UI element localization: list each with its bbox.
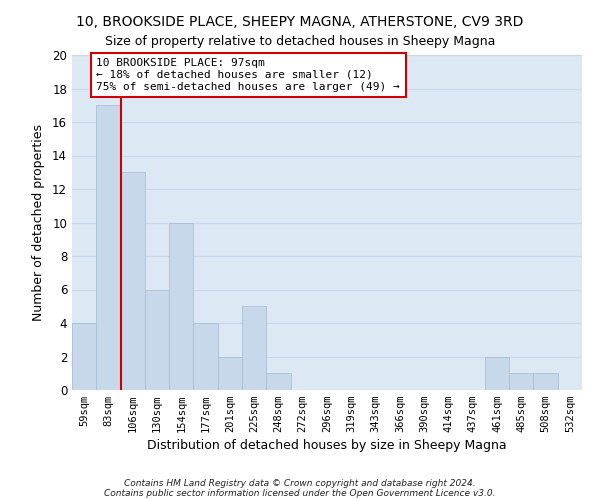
Y-axis label: Number of detached properties: Number of detached properties	[32, 124, 45, 321]
Text: Contains HM Land Registry data © Crown copyright and database right 2024.: Contains HM Land Registry data © Crown c…	[124, 478, 476, 488]
Bar	[96, 106, 121, 390]
Bar	[242, 306, 266, 390]
Bar	[533, 373, 558, 390]
Text: Size of property relative to detached houses in Sheepy Magna: Size of property relative to detached ho…	[105, 35, 495, 48]
X-axis label: Distribution of detached houses by size in Sheepy Magna: Distribution of detached houses by size …	[147, 440, 507, 452]
Bar	[266, 373, 290, 390]
Bar	[485, 356, 509, 390]
Bar	[509, 373, 533, 390]
Text: 10 BROOKSIDE PLACE: 97sqm
← 18% of detached houses are smaller (12)
75% of semi-: 10 BROOKSIDE PLACE: 97sqm ← 18% of detac…	[96, 58, 400, 92]
Bar	[72, 323, 96, 390]
Bar	[121, 172, 145, 390]
Bar	[145, 290, 169, 390]
Bar	[193, 323, 218, 390]
Text: 10, BROOKSIDE PLACE, SHEEPY MAGNA, ATHERSTONE, CV9 3RD: 10, BROOKSIDE PLACE, SHEEPY MAGNA, ATHER…	[76, 15, 524, 29]
Bar	[218, 356, 242, 390]
Text: Contains public sector information licensed under the Open Government Licence v3: Contains public sector information licen…	[104, 488, 496, 498]
Bar	[169, 222, 193, 390]
